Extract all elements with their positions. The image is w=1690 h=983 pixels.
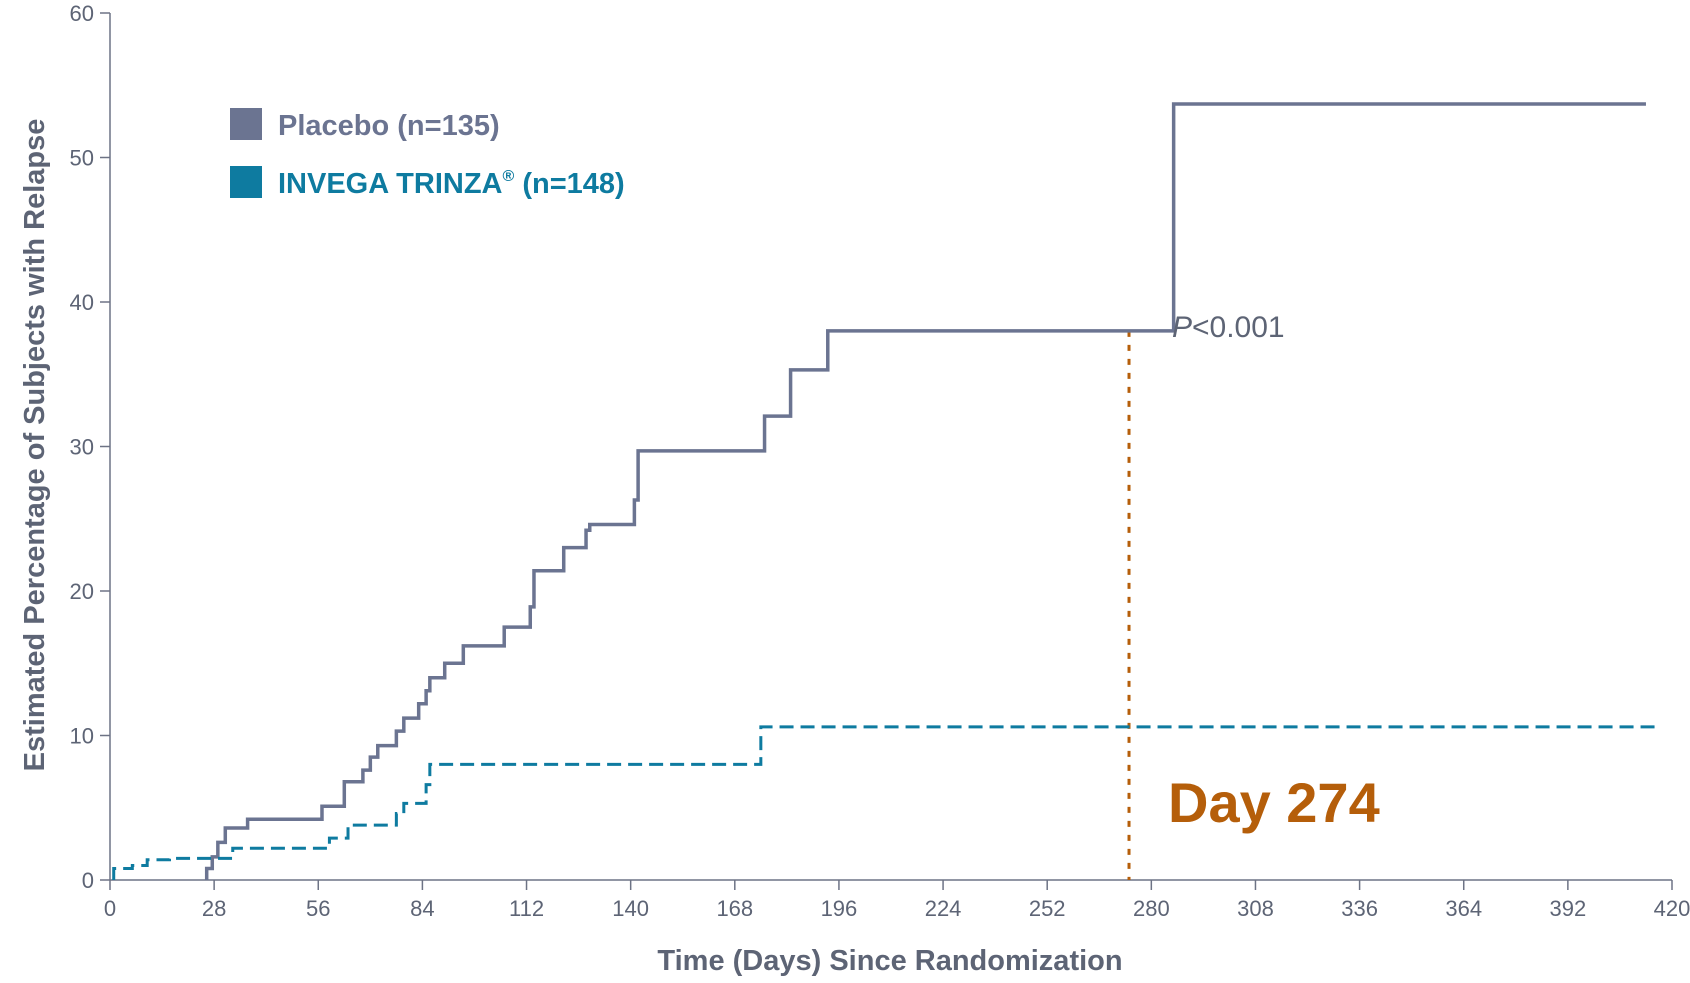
placebo-series-line [204,102,1646,880]
x-tick-label: 336 [1341,896,1378,921]
y-tick-label: 50 [70,146,94,171]
y-tick-label: 60 [70,1,94,26]
x-tick-label: 252 [1029,896,1066,921]
p-value-annotation: P<0.001 [1172,311,1285,344]
legend-trinza-swatch [230,166,262,198]
y-tick-label: 40 [70,290,94,315]
legend-placebo-swatch [230,108,262,140]
legend-trinza-registered-mark: ® [502,168,514,185]
p-value-rest: <0.001 [1192,311,1285,344]
legend-placebo-label: Placebo (n=135) [278,110,500,142]
y-tick-label: 10 [70,724,94,749]
series-lines [112,102,1661,880]
x-tick-label: 280 [1133,896,1170,921]
x-tick-label: 364 [1445,896,1482,921]
tick-labels: 0 28 56 84 112 140 168 196 224 252 280 308 336 364 392… [70,1,1690,921]
legend-trinza-label: INVEGA TRINZA® (n=148) [278,168,625,200]
x-tick-label: 56 [306,896,330,921]
axes [100,12,1673,890]
x-tick-label: 224 [925,896,962,921]
x-tick-label: 28 [202,896,226,921]
x-tick-label: 420 [1654,896,1690,921]
y-tick-label: 20 [70,579,94,604]
x-tick-label: 168 [716,896,753,921]
invega-trinza-series-line [112,725,1661,880]
x-tick-label: 112 [509,896,544,921]
legend-trinza-name: INVEGA TRINZA [278,168,503,200]
x-tick-label: 84 [410,896,434,921]
x-tick-label: 308 [1237,896,1274,921]
p-value-italic: P [1172,311,1192,344]
x-tick-label: 140 [612,896,649,921]
y-axis-title: Estimated Percentage of Subjects with Re… [19,119,51,772]
x-tick-label: 0 [104,896,116,921]
x-tick-label: 196 [821,896,858,921]
x-axis-title: Time (Days) Since Randomization [657,945,1122,977]
legend-trinza-count: (n=148) [514,168,624,200]
y-tick-label: 0 [82,868,94,893]
day-274-annotation: Day 274 [1168,771,1380,834]
legend: Placebo (n=135) INVEGA TRINZA® (n=148) [230,108,625,200]
y-tick-label: 30 [70,435,94,460]
x-tick-label: 392 [1550,896,1587,921]
